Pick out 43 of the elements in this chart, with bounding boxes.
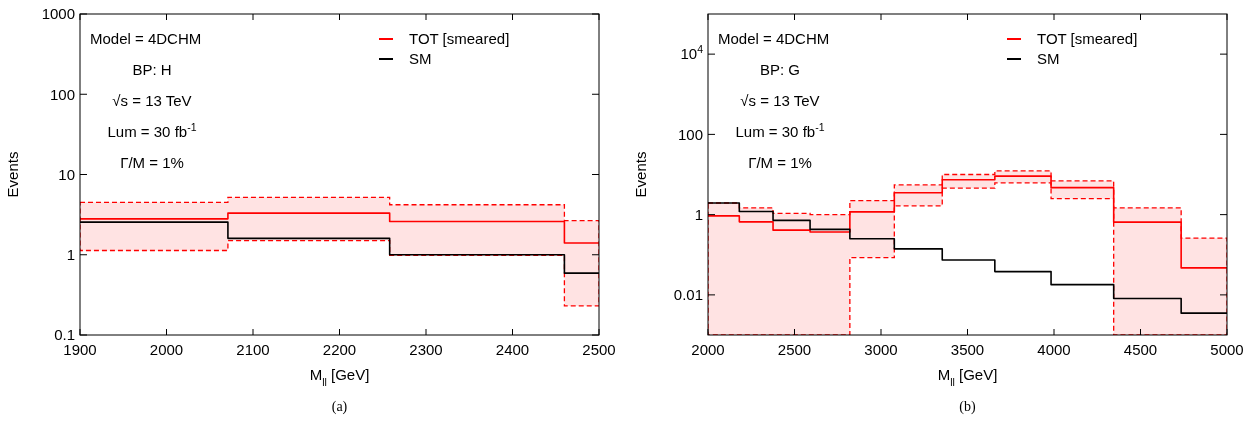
y-tick-label: 1000 bbox=[41, 5, 75, 23]
annotation: Model = 4DCHM bbox=[90, 30, 202, 47]
x-tick-label: 3500 bbox=[950, 341, 985, 358]
y-tick-label: 100 bbox=[677, 125, 703, 143]
annotation: Lum = 30 fb$^{-1}$ bbox=[107, 121, 197, 140]
y-tick-label: 100 bbox=[49, 85, 75, 103]
y-tick-label: 1 bbox=[66, 246, 75, 263]
annotation: BP: G bbox=[759, 61, 801, 78]
y-axis-title: Events bbox=[4, 151, 21, 198]
x-axis-title: M$_{ll}$ [GeV] bbox=[309, 366, 370, 388]
legend-label: SM bbox=[1037, 50, 1060, 67]
annotation: √s = 13 TeV bbox=[740, 92, 820, 109]
x-tick-label: 2200 bbox=[322, 341, 357, 358]
y-tick-label: 0.1 bbox=[54, 326, 75, 344]
x-tick-label: 2500 bbox=[582, 341, 616, 358]
legend-label: TOT [smeared] bbox=[1037, 30, 1138, 47]
annotation: Γ/M = 1% bbox=[748, 154, 812, 171]
x-tick-label: 2500 bbox=[777, 341, 812, 358]
x-tick-label: 2000 bbox=[691, 341, 725, 358]
y-axis-title: Events bbox=[632, 151, 649, 198]
annotation: Lum = 30 fb$^{-1}$ bbox=[735, 121, 825, 140]
annotation: Model = 4DCHM bbox=[718, 30, 830, 47]
x-tick-label: 5000 bbox=[1210, 341, 1244, 358]
y-tick-label: 1 bbox=[694, 205, 703, 223]
x-tick-label: 4000 bbox=[1037, 341, 1071, 358]
y-tick-label: 10$^{4}$ bbox=[680, 43, 704, 63]
x-tick-label: 2100 bbox=[236, 341, 270, 358]
x-tick-label: 1900 bbox=[63, 341, 97, 358]
text: (a) bbox=[331, 399, 348, 415]
annotation: √s = 13 TeV bbox=[112, 92, 192, 109]
legend-label: TOT [smeared] bbox=[409, 30, 510, 47]
legend-label: SM bbox=[409, 50, 432, 67]
x-tick-label: 4500 bbox=[1123, 341, 1158, 358]
x-tick-label: 2000 bbox=[149, 341, 184, 358]
annotation: BP: H bbox=[132, 61, 172, 78]
y-tick-label: 10 bbox=[58, 165, 75, 183]
x-tick-label: 3000 bbox=[864, 341, 898, 358]
y-tick-label: 0.01 bbox=[673, 286, 703, 304]
text: (b) bbox=[959, 399, 976, 415]
x-tick-label: 2400 bbox=[495, 341, 530, 358]
annotation: Γ/M = 1% bbox=[120, 154, 184, 171]
x-tick-label: 2300 bbox=[409, 341, 443, 358]
x-axis-title: M$_{ll}$ [GeV] bbox=[937, 366, 998, 388]
